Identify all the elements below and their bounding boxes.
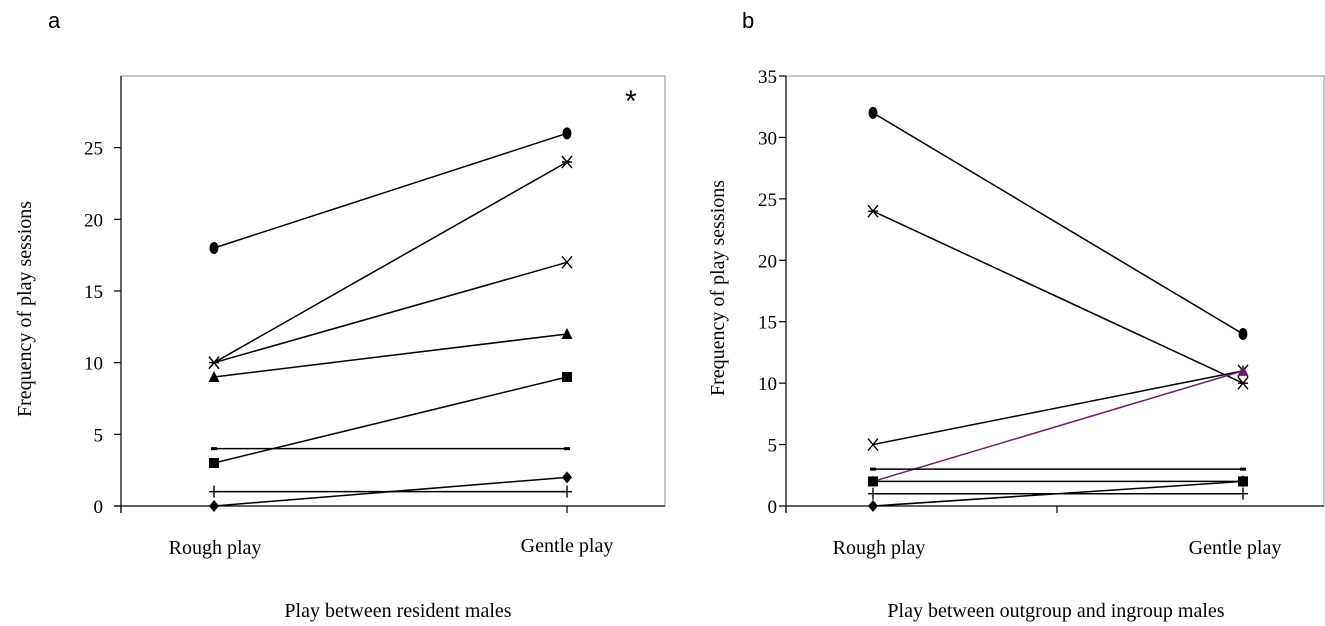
y-tick-label: 15 <box>84 282 103 303</box>
y-tick-label: 0 <box>768 497 778 518</box>
y-tick-label: 5 <box>94 425 104 446</box>
x-ticks-b <box>785 506 1058 513</box>
x-category-label: Gentle play <box>521 535 614 557</box>
plot-area-b <box>785 75 1325 507</box>
data-point-triangle <box>1237 364 1249 376</box>
data-point-x <box>208 356 220 370</box>
panel-letter-a: a <box>48 8 61 33</box>
y-tick-label: 35 <box>758 67 777 88</box>
data-point-dash <box>564 447 570 451</box>
x-category-label: Rough play <box>833 537 926 559</box>
series-lines-b <box>872 112 1244 507</box>
y-tick-label: 10 <box>84 354 103 375</box>
data-point-dash <box>870 467 876 471</box>
data-point-plus <box>868 487 878 500</box>
series-lines-a <box>213 132 568 507</box>
y-tick-label: 5 <box>768 436 778 457</box>
data-point-circle <box>562 127 572 140</box>
x-axis-title-b: Play between outgroup and ingroup males <box>887 600 1224 622</box>
data-point-star <box>561 155 573 169</box>
y-tick-label: 25 <box>84 139 103 160</box>
series-line-square <box>213 376 568 464</box>
series-line-circle <box>872 112 1244 335</box>
data-point-diamond <box>209 500 219 512</box>
series-markers-b <box>867 106 1249 512</box>
y-axis-title-b: Frequency of play sessions <box>707 180 729 396</box>
y-ticks-b: 0 5 10 15 20 25 30 35 <box>758 67 786 518</box>
x-ticks-a <box>120 506 568 513</box>
data-point-triangle <box>561 328 573 339</box>
data-point-diamond <box>1238 475 1248 488</box>
series-line-x <box>872 370 1244 446</box>
y-tick-label: 30 <box>758 128 777 149</box>
plot-area-a <box>120 75 666 507</box>
data-point-diamond <box>868 500 878 512</box>
y-tick-label: 20 <box>84 210 103 231</box>
data-point-plus <box>209 485 219 498</box>
data-point-star <box>1237 376 1249 390</box>
series-line-circle <box>213 132 568 249</box>
series-markers-a <box>208 127 573 512</box>
data-point-dash <box>1240 467 1246 471</box>
data-point-star <box>867 204 879 218</box>
x-category-label: Rough play <box>169 537 262 559</box>
chart-a: a 0 5 10 15 20 25 * Rough play Gentle play Pl… <box>14 8 666 622</box>
series-line-star <box>872 210 1244 384</box>
y-tick-label: 10 <box>758 374 777 395</box>
significance-star: * <box>625 85 637 118</box>
y-tick-label: 25 <box>758 190 777 211</box>
data-point-square <box>562 372 572 382</box>
data-point-triangle <box>208 371 220 382</box>
series-line-triangle <box>872 370 1244 483</box>
data-point-square <box>209 458 219 468</box>
data-point-diamond <box>562 471 572 484</box>
data-point-plus <box>1238 487 1248 500</box>
y-axis-title-a: Frequency of play sessions <box>14 201 36 417</box>
y-tick-label: 15 <box>758 313 777 334</box>
x-category-label: Gentle play <box>1189 537 1282 559</box>
data-point-circle <box>868 106 878 119</box>
data-point-square <box>868 476 878 487</box>
data-point-x <box>561 255 573 269</box>
data-point-x <box>867 438 879 452</box>
panel-letter-b: b <box>742 8 754 33</box>
x-axis-title-a: Play between resident males <box>284 600 511 622</box>
data-point-circle <box>209 242 219 254</box>
y-ticks-a: 0 5 10 15 20 25 <box>84 139 121 518</box>
y-tick-label: 0 <box>94 497 104 518</box>
y-tick-label: 20 <box>758 251 777 272</box>
data-point-circle <box>1238 328 1248 340</box>
data-point-plus <box>562 485 572 498</box>
series-line-star <box>213 161 568 364</box>
series-line-x <box>213 261 568 364</box>
series-line-triangle <box>213 333 568 378</box>
data-point-dash <box>211 447 217 451</box>
